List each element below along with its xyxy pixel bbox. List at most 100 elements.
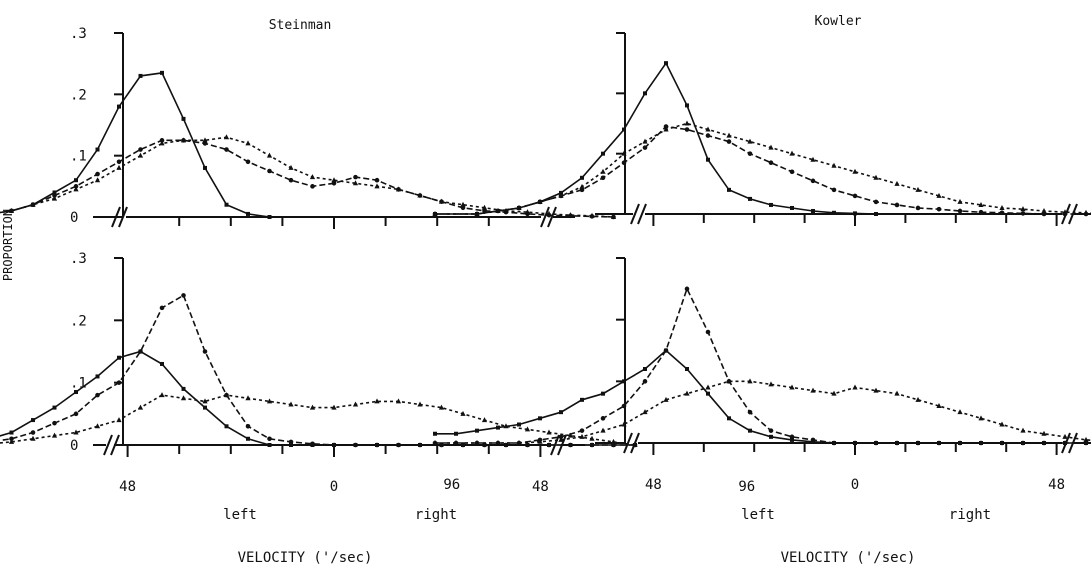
- data-point: [474, 211, 480, 216]
- data-point: [352, 180, 359, 186]
- data-point: [180, 395, 187, 401]
- data-point: [811, 208, 815, 213]
- data-point: [1083, 209, 1089, 215]
- panel-title-steinman: Steinman: [269, 18, 332, 33]
- data-point: [915, 440, 921, 446]
- data-point: [790, 205, 794, 210]
- data-point: [331, 177, 337, 183]
- data-point: [663, 396, 669, 402]
- data-point: [116, 159, 122, 165]
- data-point: [266, 398, 273, 404]
- data-point: [600, 427, 606, 433]
- data-point: [580, 175, 584, 180]
- data-point: [589, 435, 595, 441]
- data-point: [915, 205, 921, 211]
- data-point: [116, 164, 122, 170]
- data-point: [73, 184, 79, 189]
- data-point: [288, 177, 294, 183]
- data-point: [558, 434, 564, 440]
- data-point: [475, 428, 479, 433]
- data-point: [643, 367, 647, 371]
- data-point: [417, 401, 423, 407]
- data-point: [159, 305, 165, 311]
- data-point: [579, 428, 585, 433]
- data-point: [525, 442, 530, 448]
- data-point: [706, 157, 710, 162]
- data-point: [74, 178, 78, 183]
- data-point: [663, 348, 669, 353]
- data-point: [747, 151, 753, 156]
- data-point: [810, 437, 816, 443]
- series-line-3: [0, 136, 614, 218]
- axis-break-mark: [103, 434, 113, 456]
- x-tick-label: 96: [443, 477, 460, 493]
- data-point: [202, 137, 208, 143]
- y-tick-label: .3: [70, 26, 87, 42]
- data-point: [852, 440, 858, 446]
- data-point: [873, 174, 879, 180]
- series-line-1: [0, 72, 270, 218]
- data-point: [978, 201, 984, 207]
- data-point: [684, 127, 690, 132]
- right-direction-label-2: right: [949, 507, 991, 523]
- data-point: [117, 355, 121, 360]
- data-point: [496, 425, 500, 430]
- data-point: [1062, 209, 1068, 215]
- data-point: [432, 211, 438, 216]
- data-point: [747, 409, 753, 415]
- data-point: [95, 392, 100, 398]
- right-direction-label-1: right: [415, 507, 457, 523]
- data-point: [137, 404, 144, 410]
- data-point: [374, 442, 380, 448]
- data-point: [460, 410, 466, 416]
- data-point: [558, 192, 564, 198]
- data-point: [73, 429, 79, 435]
- data-point: [978, 415, 984, 421]
- data-point: [245, 140, 251, 146]
- data-point: [727, 416, 731, 421]
- data-point: [936, 403, 942, 408]
- data-point: [267, 436, 272, 442]
- data-point: [831, 187, 837, 193]
- data-point: [580, 397, 584, 402]
- data-point: [138, 349, 143, 354]
- data-point: [568, 442, 573, 448]
- data-point: [374, 183, 380, 189]
- data-point: [936, 206, 942, 212]
- data-point: [894, 440, 900, 446]
- data-point: [417, 192, 423, 198]
- data-point: [52, 190, 57, 195]
- data-point: [748, 428, 752, 433]
- data-point: [768, 428, 774, 433]
- data-point: [601, 391, 605, 396]
- series-line-1: [435, 61, 877, 215]
- data-point: [503, 442, 509, 448]
- data-point: [353, 174, 358, 180]
- data-point: [30, 201, 36, 207]
- data-point: [852, 193, 858, 199]
- data-point: [454, 431, 458, 436]
- data-point: [374, 398, 380, 404]
- data-point: [52, 193, 57, 198]
- data-point: [73, 186, 79, 192]
- data-point: [579, 183, 585, 189]
- panel-1: 0 .1 .2 .3: [0, 26, 617, 229]
- data-point: [159, 140, 165, 146]
- data-point: [769, 434, 773, 439]
- data-point: [30, 435, 36, 441]
- data-point: [664, 61, 668, 66]
- data-point: [789, 150, 795, 156]
- data-point: [481, 204, 488, 210]
- data-point: [999, 440, 1005, 446]
- data-point: [246, 436, 250, 441]
- data-point: [181, 386, 186, 391]
- data-point: [116, 380, 122, 385]
- data-point: [288, 164, 294, 170]
- data-point: [266, 152, 273, 158]
- series-line-1: [0, 350, 635, 446]
- data-point: [224, 424, 229, 429]
- data-point: [482, 442, 487, 448]
- data-point: [894, 180, 900, 186]
- data-point: [95, 374, 100, 379]
- data-point: [642, 409, 648, 415]
